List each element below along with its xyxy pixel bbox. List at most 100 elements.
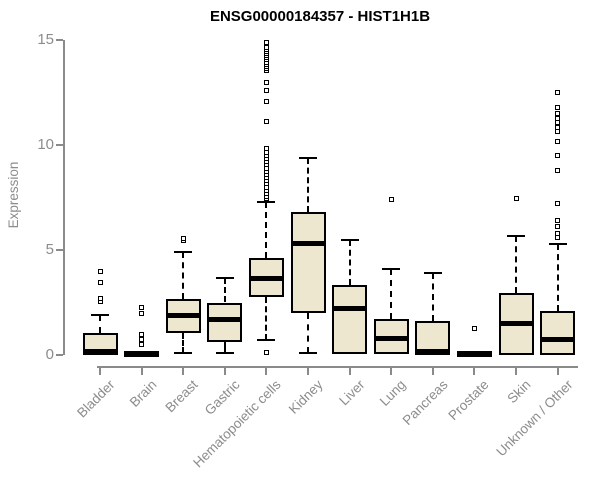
upper-whisker-liver: [348, 239, 351, 285]
lower-whisker-cap-breast: [174, 351, 193, 354]
y-tick-label-0: 0: [45, 346, 54, 363]
outlier-bladder-1: [97, 295, 103, 301]
outlier-unknown-other-7: [555, 139, 561, 145]
outlier-unknown-other-11: [555, 116, 561, 122]
x-tick-hematopoietic-cells: [265, 368, 268, 375]
lower-whisker-breast: [182, 332, 185, 353]
upper-whisker-cap-unknown-other: [548, 242, 567, 245]
median-line-skin: [498, 321, 534, 326]
upper-whisker-bladder: [99, 315, 101, 333]
upper-whisker-lung: [390, 268, 393, 320]
median-line-hematopoietic-cells: [248, 275, 284, 281]
y-tick-label-10: 10: [37, 136, 54, 153]
outlier-bladder-2: [97, 280, 103, 286]
median-line-gastric: [207, 316, 243, 322]
upper-whisker-cap-lung: [382, 267, 401, 270]
median-line-lung: [373, 335, 409, 341]
y-tick-5: [56, 249, 63, 251]
y-tick-0: [56, 354, 63, 356]
outlier-hematopoietic-cells-21: [263, 79, 269, 85]
outlier-unknown-other-12: [555, 111, 561, 116]
x-tick-prostate: [473, 368, 476, 375]
upper-whisker-pancreas: [431, 273, 434, 322]
outlier-unknown-other-13: [555, 104, 561, 110]
x-tick-unknown-other: [556, 368, 559, 375]
outlier-unknown-other-5: [555, 167, 561, 173]
outlier-bladder-3: [97, 268, 103, 274]
outlier-unknown-other-6: [555, 153, 561, 158]
x-tick-brain: [140, 368, 143, 375]
outlier-brain-1: [139, 336, 145, 342]
outlier-hematopoietic-cells-34: [263, 39, 269, 45]
median-line-kidney: [290, 241, 326, 247]
outlier-unknown-other-1: [555, 230, 561, 236]
outlier-breast-1: [180, 235, 186, 241]
upper-whisker-cap-gastric: [215, 277, 234, 280]
upper-whisker-skin: [515, 236, 517, 294]
outlier-prostate-0: [471, 326, 477, 332]
upper-whisker-unknown-other: [556, 243, 559, 311]
x-tick-breast: [182, 368, 185, 375]
y-axis-label: Expression: [6, 161, 21, 229]
upper-whisker-gastric: [223, 278, 226, 303]
upper-whisker-cap-liver: [340, 238, 359, 241]
upper-whisker-cap-hematopoietic-cells: [257, 200, 276, 203]
outlier-unknown-other-14: [555, 90, 561, 95]
outlier-lung-0: [388, 197, 394, 203]
upper-whisker-cap-breast: [174, 251, 193, 254]
x-tick-liver: [348, 368, 351, 375]
outlier-unknown-other-4: [555, 201, 561, 207]
box-unknown-other: [540, 310, 576, 355]
median-line-unknown-other: [540, 336, 576, 342]
y-tick-15: [56, 39, 63, 41]
outlier-hematopoietic-cells-20: [263, 87, 269, 93]
outlier-brain-4: [139, 305, 145, 311]
x-axis-line: [97, 366, 578, 368]
upper-whisker-kidney: [307, 157, 309, 213]
x-tick-skin: [515, 368, 517, 375]
x-tick-lung: [390, 368, 393, 375]
upper-whisker-cap-pancreas: [423, 272, 442, 275]
lower-whisker-cap-kidney: [299, 351, 317, 354]
outlier-unknown-other-3: [555, 218, 561, 224]
outlier-brain-3: [139, 310, 145, 316]
box-gastric: [207, 302, 243, 343]
y-axis-line: [63, 40, 65, 355]
x-tick-kidney: [307, 368, 309, 375]
y-tick-label-15: 15: [37, 31, 54, 48]
upper-whisker-cap-skin: [507, 235, 525, 238]
x-tick-gastric: [223, 368, 226, 375]
upper-whisker-breast: [182, 252, 185, 300]
upper-whisker-hematopoietic-cells: [265, 201, 268, 259]
y-tick-10: [56, 144, 63, 146]
x-tick-pancreas: [431, 368, 434, 375]
lower-whisker-hematopoietic-cells: [265, 297, 268, 341]
outlier-hematopoietic-cells-18: [263, 119, 269, 125]
outlier-skin-0: [513, 196, 519, 202]
outlier-hematopoietic-cells-0: [263, 350, 269, 356]
lower-whisker-cap-hematopoietic-cells: [257, 339, 276, 342]
median-line-bladder: [82, 349, 118, 355]
box-kidney: [290, 212, 326, 313]
median-line-brain: [124, 351, 160, 357]
outlier-unknown-other-2: [555, 224, 561, 230]
x-tick-bladder: [99, 368, 101, 375]
outlier-hematopoietic-cells-19: [263, 99, 269, 105]
outlier-brain-2: [139, 331, 145, 337]
median-line-breast: [165, 312, 201, 318]
outlier-brain-0: [139, 342, 145, 347]
outlier-hematopoietic-cells-33: [263, 44, 269, 50]
median-line-pancreas: [415, 349, 451, 355]
outlier-hematopoietic-cells-17: [263, 145, 269, 151]
upper-whisker-cap-kidney: [299, 156, 317, 159]
y-tick-label-5: 5: [45, 241, 54, 258]
lower-whisker-cap-gastric: [215, 351, 234, 354]
upper-whisker-cap-bladder: [91, 314, 109, 317]
box-liver: [332, 284, 368, 354]
lower-whisker-gastric: [223, 342, 226, 353]
median-line-prostate: [456, 351, 492, 357]
median-line-liver: [332, 306, 368, 312]
chart-title: ENSG00000184357 - HIST1H1B: [209, 8, 431, 25]
lower-whisker-kidney: [307, 313, 309, 353]
